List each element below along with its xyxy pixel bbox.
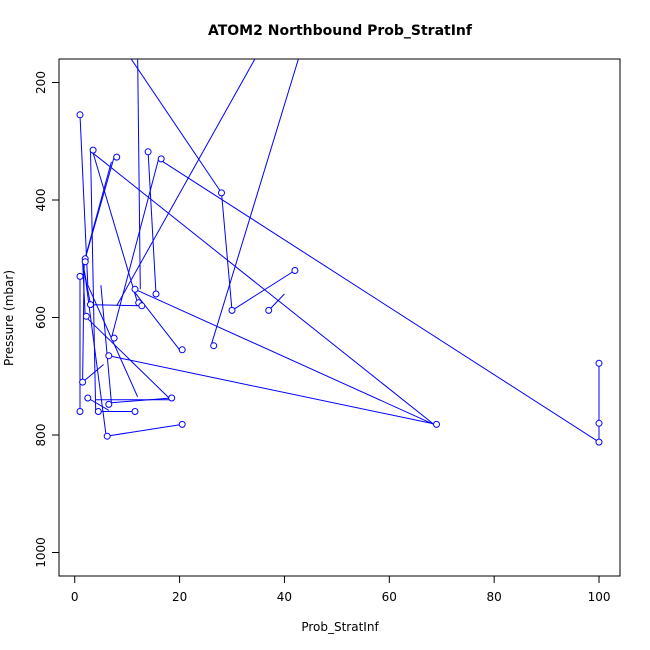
data-point	[84, 394, 92, 402]
series-line	[111, 397, 172, 404]
y-tick-label: 200	[34, 71, 48, 94]
data-point	[178, 420, 186, 428]
data-point	[76, 408, 84, 415]
series-line	[90, 150, 97, 412]
data-point	[89, 146, 97, 154]
data-point	[265, 306, 273, 314]
series-line	[130, 59, 222, 194]
data-point	[81, 258, 89, 266]
data-point	[210, 342, 218, 350]
data-point	[131, 285, 139, 293]
data-layer	[76, 59, 603, 446]
x-tick-label: 0	[71, 590, 79, 604]
plot-frame	[58, 58, 621, 577]
data-point	[131, 408, 139, 415]
data-point	[144, 148, 152, 156]
data-point	[138, 302, 146, 310]
data-point	[291, 267, 299, 274]
data-point	[157, 155, 165, 163]
series-line	[87, 304, 141, 307]
series-line	[268, 293, 285, 311]
data-point	[105, 400, 113, 408]
series-line	[231, 270, 296, 311]
data-point	[105, 352, 113, 360]
data-point	[76, 272, 84, 280]
x-tick-label: 40	[277, 590, 292, 604]
series-line	[116, 59, 256, 307]
data-point	[103, 432, 111, 440]
y-axis: 200 400 600 800 1000	[34, 71, 59, 568]
series-line	[82, 261, 85, 383]
y-tick-label: 400	[34, 189, 48, 212]
data-point	[178, 346, 186, 354]
series-line	[100, 285, 112, 403]
x-tick-label: 80	[487, 590, 502, 604]
x-tick-label: 20	[172, 590, 187, 604]
series-line	[134, 288, 435, 425]
data-point	[228, 306, 236, 314]
series-line	[87, 397, 110, 411]
data-point	[76, 111, 84, 119]
chart-title: ATOM2 Northbound Prob_StratInf	[208, 23, 473, 39]
series-line	[210, 59, 299, 346]
series-line	[84, 315, 170, 399]
series-line	[110, 158, 160, 339]
x-axis-label: Prob_StratInf	[301, 620, 379, 634]
x-axis: 0 20 40 60 80 100	[71, 575, 611, 604]
series-group	[76, 59, 603, 446]
x-tick-label: 60	[382, 590, 397, 604]
series-line	[106, 423, 183, 437]
series-line	[83, 161, 112, 262]
y-axis-label: Pressure (mbar)	[2, 270, 16, 366]
data-point	[94, 408, 102, 415]
x-tick-label: 100	[588, 590, 611, 604]
y-tick-label: 800	[34, 424, 48, 447]
series-line	[132, 288, 180, 351]
series-line	[92, 152, 139, 303]
series-line	[221, 192, 233, 311]
data-point	[595, 438, 603, 446]
data-point	[168, 394, 176, 402]
data-point	[595, 359, 603, 367]
series-line	[147, 151, 157, 295]
series-line	[108, 355, 437, 425]
series-line	[137, 59, 141, 290]
y-tick-label: 600	[34, 306, 48, 329]
data-point	[433, 420, 440, 428]
data-point	[218, 189, 225, 197]
series-line	[158, 158, 600, 443]
y-tick-label: 1000	[34, 537, 48, 568]
data-point	[110, 334, 118, 342]
data-point	[87, 301, 94, 309]
data-point	[82, 312, 90, 320]
series-line	[82, 364, 104, 383]
data-point	[595, 419, 603, 427]
data-point	[113, 153, 121, 161]
data-point	[152, 290, 160, 298]
data-point	[79, 378, 87, 386]
series-line	[90, 150, 435, 425]
